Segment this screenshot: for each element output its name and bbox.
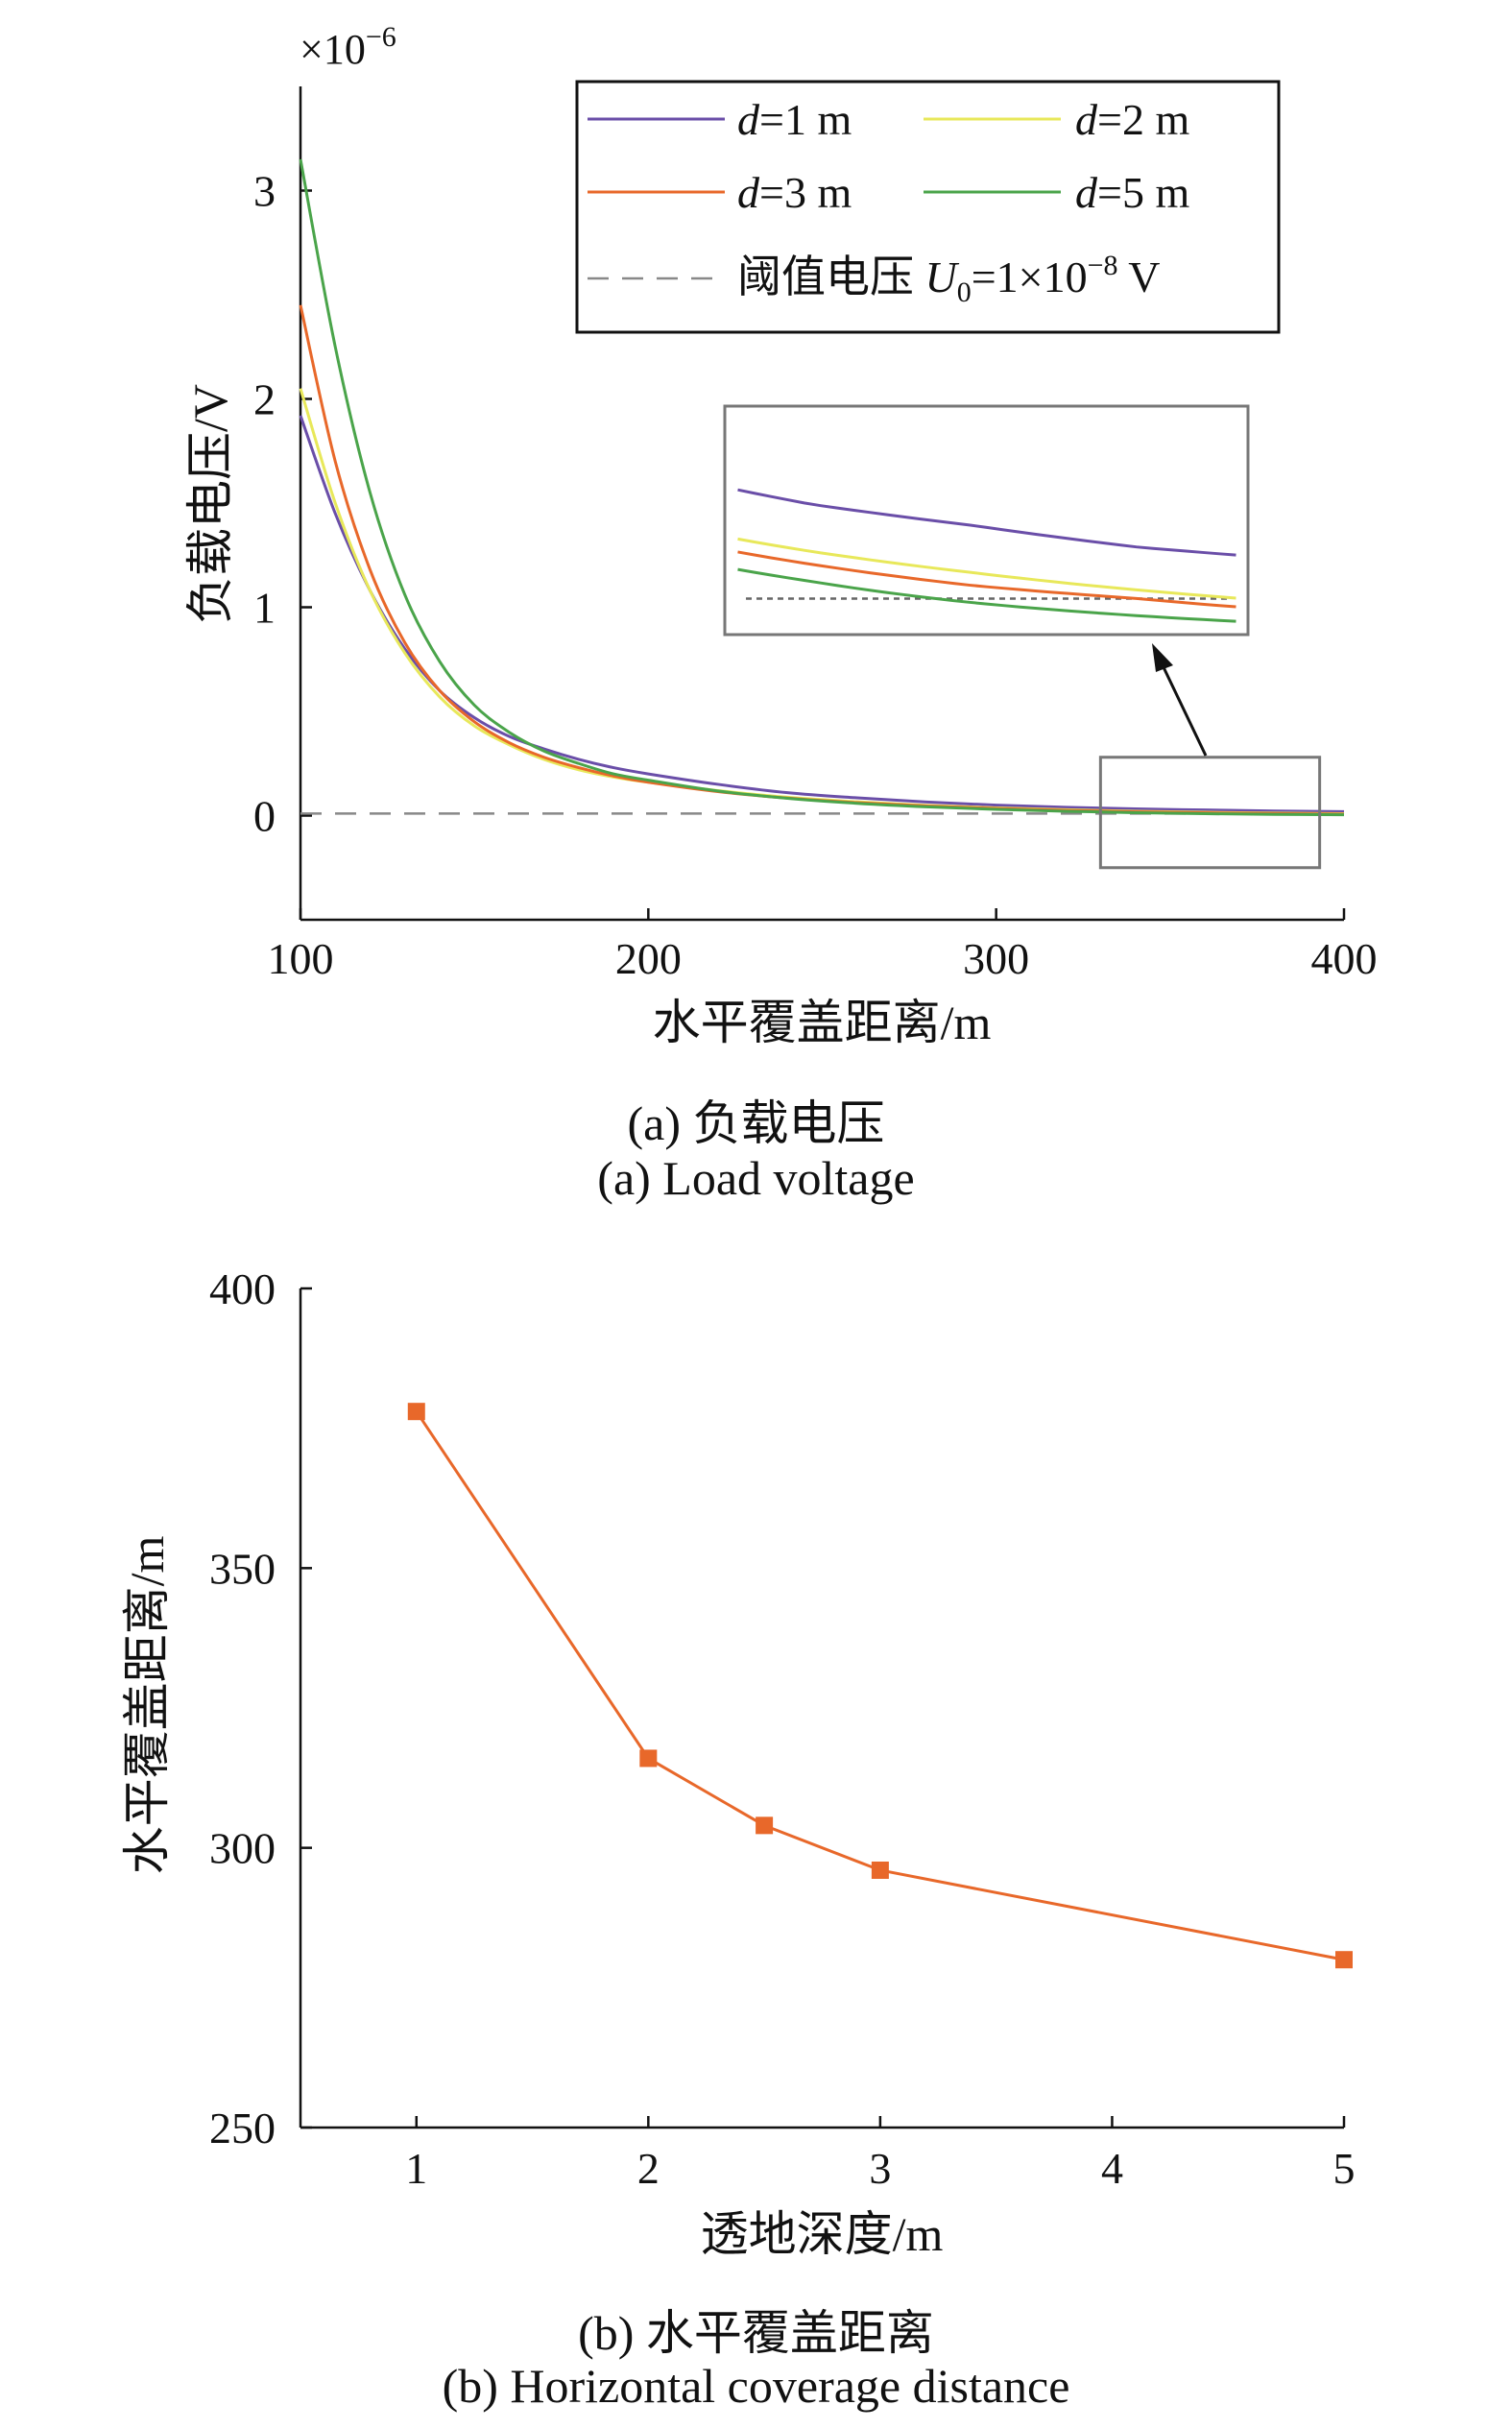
y-tick-label: 250	[209, 2104, 276, 2152]
x-tick-label: 5	[1333, 2144, 1356, 2193]
y-tick-label: 1	[253, 584, 276, 633]
data-point-marker	[1335, 1951, 1353, 1969]
data-point-marker	[756, 1816, 774, 1835]
data-point-marker	[871, 1861, 889, 1879]
x-tick-label: 400	[1311, 934, 1378, 983]
x-tick-label: 4	[1101, 2144, 1123, 2193]
series-line-d-5-m	[299, 158, 1345, 817]
x-tick-label: 1	[405, 2144, 427, 2193]
legend-frame	[575, 80, 1281, 334]
caption-b-en: (b) Horizontal coverage distance	[442, 2359, 1070, 2413]
caption-a-cn: (a) 负载电压	[627, 1096, 885, 1150]
panel-b-y-axis-label: 水平覆盖距离/m	[120, 1536, 174, 1875]
legend-label: d=5 m	[1075, 168, 1189, 217]
panel-b-horizontal-coverage: 1 2 3 4 5 250 300 350 400 透地深度/m 水平覆盖距离/m	[120, 1264, 1356, 2261]
panel-a-load-voltage: 100 200 300 400 0 1 2 3 ×10−6 水平覆盖距离/m 负载电压/V d…	[183, 21, 1378, 1049]
y-tick-label: 3	[253, 167, 276, 216]
legend-label: d=2 m	[1075, 95, 1189, 144]
legend-label: d=3 m	[737, 168, 852, 217]
inset-series-line	[737, 488, 1236, 557]
inset-series-line	[737, 550, 1236, 609]
inset-series-line	[737, 537, 1236, 600]
x-tick-label: 300	[963, 934, 1029, 983]
y-tick-label: 400	[209, 1264, 276, 1313]
caption-b-cn: (b) 水平覆盖距离	[578, 2306, 934, 2360]
x-tick-label: 3	[869, 2144, 891, 2193]
data-point-marker	[407, 1403, 425, 1421]
panel-b-x-axis-label: 透地深度/m	[701, 2207, 944, 2261]
y-tick-label: 0	[253, 792, 276, 841]
panel-a-y-axis-label: 负载电压/V	[183, 384, 237, 624]
x-tick-label: 200	[615, 934, 682, 983]
panel-a-x-axis-label: 水平覆盖距离/m	[653, 996, 992, 1049]
data-point-marker	[639, 1749, 658, 1768]
zoom-inset	[723, 404, 1250, 637]
x-tick-label: 100	[268, 934, 334, 983]
y-tick-label: 350	[209, 1544, 276, 1593]
zoom-region-box	[1098, 756, 1322, 870]
y-tick-label: 300	[209, 1824, 276, 1873]
inset-series-line	[737, 567, 1236, 623]
panel-a-y-multiplier: ×10−6	[300, 21, 396, 73]
x-tick-label: 2	[637, 2144, 660, 2193]
legend-label: d=1 m	[737, 95, 852, 144]
series-line-d-1-m	[299, 415, 1345, 813]
y-tick-label: 2	[253, 375, 276, 424]
inset-frame	[723, 404, 1250, 637]
zoom-arrow	[1152, 643, 1208, 757]
legend-threshold-label: 阈值电压 U0=1×10−8 V	[737, 250, 1160, 308]
caption-a-en: (a) Load voltage	[597, 1151, 915, 1205]
panel-a-legend: d=1 m d=2 m d=3 m d=5 m 阈值电压 U0=1×10−8 V	[575, 80, 1281, 334]
